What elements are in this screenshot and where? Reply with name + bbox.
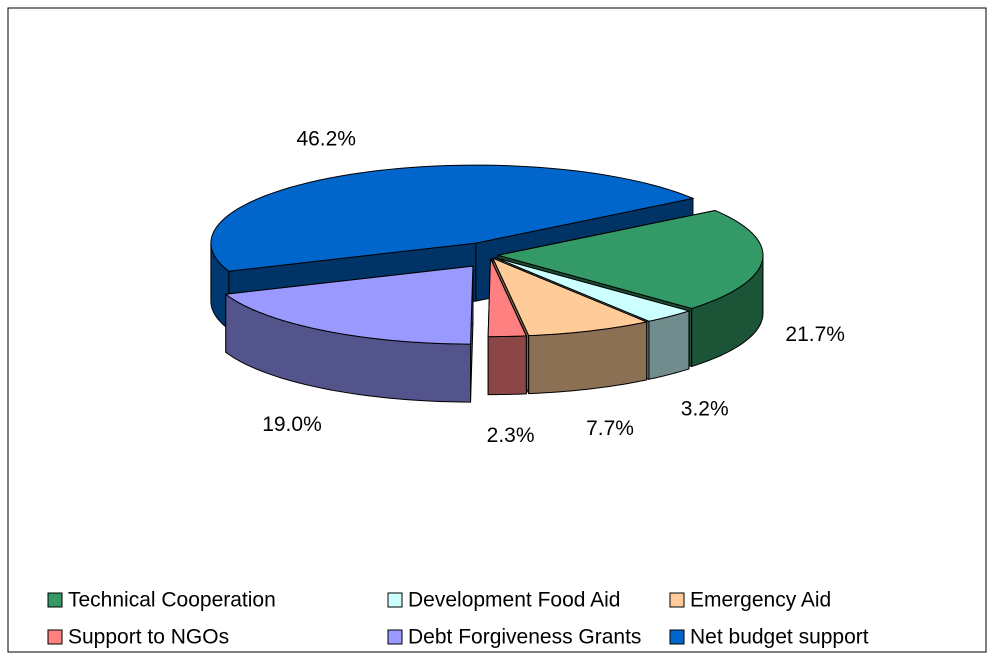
data-label: 7.7% (586, 417, 634, 440)
legend-label: Debt Forgiveness Grants (408, 626, 641, 649)
slice-top (224, 265, 474, 345)
legend-label: Support to NGOs (68, 626, 229, 649)
data-label: 19.0% (262, 413, 322, 436)
slice-top (491, 257, 649, 337)
legend-label: Emergency Aid (690, 589, 831, 612)
legend-swatch (47, 629, 63, 645)
data-label: 3.2% (681, 397, 729, 420)
legend-label: Net budget support (690, 626, 869, 649)
legend-label: Technical Cooperation (68, 589, 276, 612)
slice-wall (487, 335, 527, 396)
legend-swatch (669, 629, 685, 645)
legend-swatch (669, 592, 685, 608)
legend-label: Development Food Aid (408, 589, 620, 612)
legend-swatch (387, 629, 403, 645)
data-label: 46.2% (296, 128, 356, 151)
pie-slice (487, 258, 528, 396)
data-label: 21.7% (785, 323, 845, 346)
pie-slice (224, 265, 474, 403)
slice-top (495, 257, 691, 322)
slice-top (210, 164, 695, 272)
data-label: 2.3% (487, 424, 535, 447)
legend-swatch (387, 592, 403, 608)
slice-wall (648, 310, 690, 380)
legend-swatch (47, 592, 63, 608)
slice-top (497, 209, 764, 310)
slice-top (487, 258, 528, 338)
